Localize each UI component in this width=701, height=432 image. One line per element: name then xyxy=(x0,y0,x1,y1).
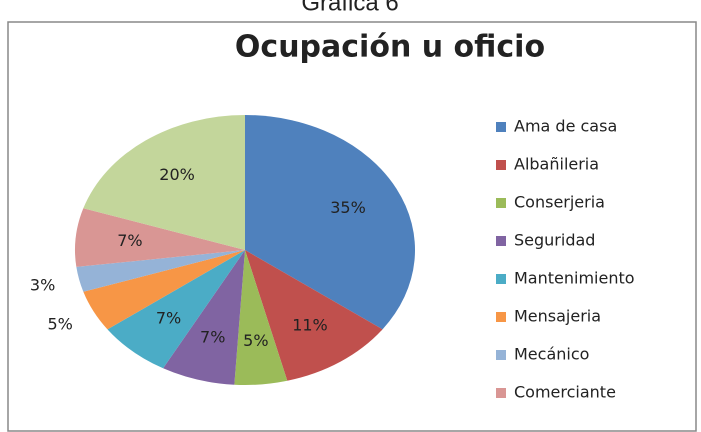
pie-slice xyxy=(234,250,288,386)
data-label: 11% xyxy=(292,315,328,334)
legend-swatch xyxy=(496,312,506,322)
data-label: 3% xyxy=(30,275,55,294)
legend-label: Seguridad xyxy=(514,231,595,250)
legend-swatch xyxy=(496,198,506,208)
legend-swatch xyxy=(496,274,506,284)
data-label: 20% xyxy=(159,165,195,184)
pie-slice xyxy=(83,115,245,250)
pie-slice xyxy=(76,250,245,292)
data-label: 35% xyxy=(330,198,366,217)
data-label: 5% xyxy=(48,314,73,333)
legend-swatch xyxy=(496,350,506,360)
legend-label: Conserjeria xyxy=(514,193,605,212)
legend-swatch xyxy=(496,236,506,246)
pie-slice xyxy=(163,250,245,385)
pie-slice xyxy=(74,208,245,267)
pie-slice xyxy=(245,115,415,330)
data-label: 7% xyxy=(200,328,225,347)
legend-swatch xyxy=(496,388,506,398)
legend-label: Albañileria xyxy=(514,155,599,174)
legend-label: Comerciante xyxy=(514,383,616,402)
legend-label: Mensajeria xyxy=(514,307,601,326)
data-label: 7% xyxy=(117,231,142,250)
legend-label: Mantenimiento xyxy=(514,269,635,288)
legend-swatch xyxy=(496,160,506,170)
pie-slice xyxy=(83,250,245,330)
legend-label: Ama de casa xyxy=(514,117,617,136)
pie-slice xyxy=(107,250,246,369)
data-label: 7% xyxy=(156,308,181,327)
pie-slice xyxy=(245,250,383,381)
legend-label: Mecánico xyxy=(514,345,589,364)
data-label: 5% xyxy=(243,331,268,350)
chart-title: Ocupación u oficio xyxy=(235,30,545,65)
legend-swatch xyxy=(496,122,506,132)
page-header: Gráfica 6 xyxy=(301,0,398,16)
